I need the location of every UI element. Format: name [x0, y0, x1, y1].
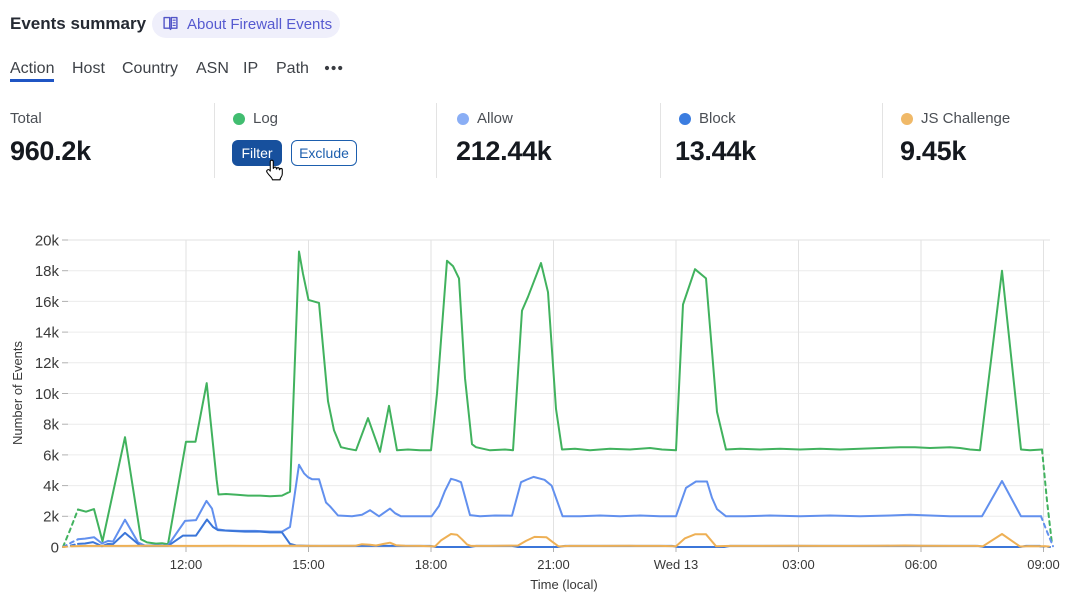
svg-text:2k: 2k [43, 509, 59, 526]
svg-text:20k: 20k [35, 232, 60, 249]
svg-text:8k: 8k [43, 417, 59, 434]
svg-text:10k: 10k [35, 386, 60, 403]
svg-text:18k: 18k [35, 263, 60, 280]
svg-text:06:00: 06:00 [905, 557, 938, 572]
svg-text:14k: 14k [35, 325, 60, 342]
svg-text:18:00: 18:00 [415, 557, 448, 572]
svg-text:21:00: 21:00 [537, 557, 570, 572]
svg-text:6k: 6k [43, 447, 59, 464]
svg-text:0: 0 [51, 539, 59, 556]
svg-text:Wed 13: Wed 13 [654, 557, 699, 572]
svg-text:15:00: 15:00 [292, 557, 325, 572]
svg-text:Number of Events: Number of Events [10, 340, 25, 445]
svg-text:12k: 12k [35, 355, 60, 372]
svg-text:Time (local): Time (local) [530, 577, 597, 592]
svg-text:16k: 16k [35, 294, 60, 311]
svg-text:09:00: 09:00 [1027, 557, 1060, 572]
svg-text:03:00: 03:00 [782, 557, 815, 572]
svg-text:12:00: 12:00 [170, 557, 203, 572]
svg-text:4k: 4k [43, 478, 59, 495]
